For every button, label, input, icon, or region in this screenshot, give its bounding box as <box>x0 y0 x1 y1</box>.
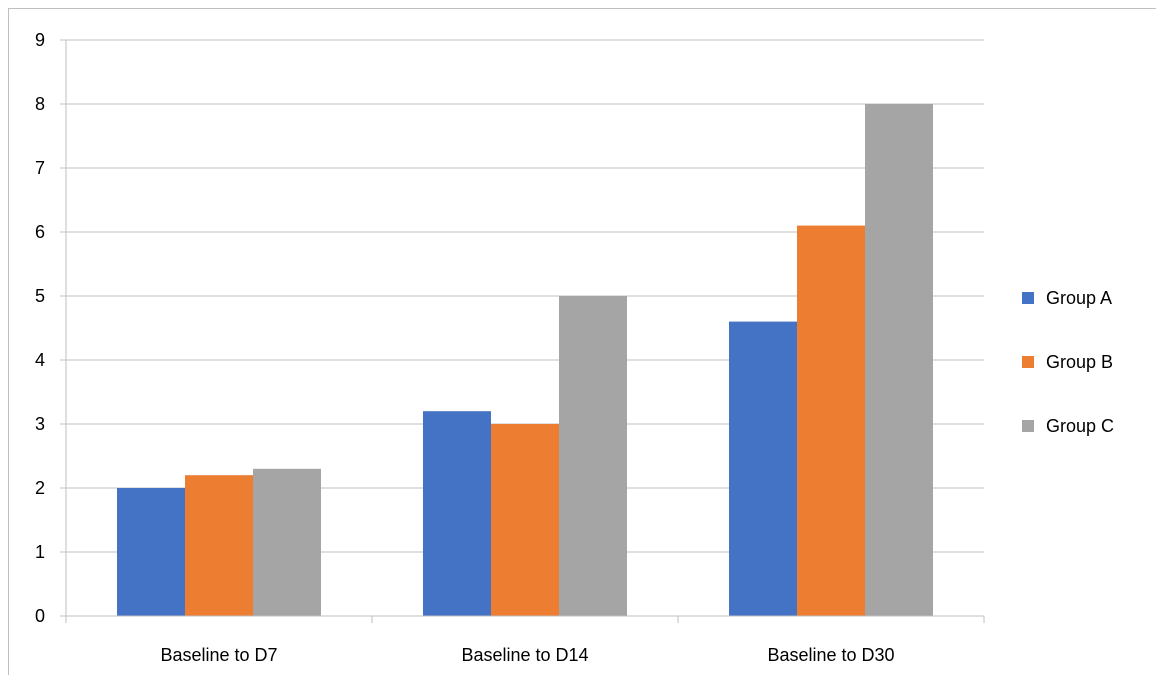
bar-group-a-0 <box>117 488 185 616</box>
legend-label: Group C <box>1046 416 1114 436</box>
legend-swatch <box>1022 292 1034 304</box>
bar-group-c-0 <box>253 468 321 616</box>
y-tick-label: 2 <box>35 478 45 498</box>
bar-group-b-2 <box>797 225 865 616</box>
bar-group-a-1 <box>423 411 491 616</box>
x-tick-label: Baseline to D7 <box>160 645 277 665</box>
bar-group-b-1 <box>491 424 559 616</box>
legend-label: Group B <box>1046 352 1113 372</box>
legend: Group A Group B Group C <box>1022 288 1114 436</box>
y-tick-label: 4 <box>35 350 45 370</box>
y-tick-label: 3 <box>35 414 45 434</box>
x-tick-label: Baseline to D30 <box>767 645 894 665</box>
y-tick-label: 5 <box>35 286 45 306</box>
y-tick-label: 9 <box>35 30 45 50</box>
legend-swatch <box>1022 420 1034 432</box>
bar-group-c-2 <box>865 104 933 616</box>
y-tick-label: 6 <box>35 222 45 242</box>
y-tick-label: 1 <box>35 542 45 562</box>
y-tick-label: 0 <box>35 606 45 626</box>
bar-group-b-0 <box>185 475 253 616</box>
legend-label: Group A <box>1046 288 1112 308</box>
bar-group-c-1 <box>559 296 627 616</box>
bar-group-a-2 <box>729 321 797 616</box>
legend-swatch <box>1022 356 1034 368</box>
x-axis-tick-labels: Baseline to D7 Baseline to D14 Baseline to… <box>160 645 894 665</box>
bars <box>117 104 933 616</box>
y-tick-label: 7 <box>35 158 45 178</box>
x-tick-label: Baseline to D14 <box>461 645 588 665</box>
y-axis-tick-labels: 0 1 2 3 4 5 6 7 8 9 <box>35 30 45 626</box>
axes <box>60 39 985 623</box>
y-tick-label: 8 <box>35 94 45 114</box>
